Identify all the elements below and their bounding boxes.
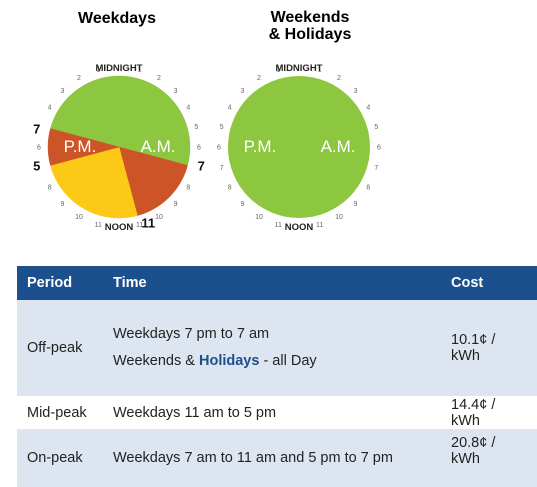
- clock-hour-label: 1: [276, 67, 280, 74]
- cell-time: Weekdays 7 pm to 7 am Weekends & Holiday…: [103, 300, 441, 396]
- clock-hour-label: 6: [197, 145, 201, 152]
- weekdays-title: Weekdays: [78, 10, 156, 27]
- midnight-label: MIDNIGHT: [96, 63, 143, 74]
- clock-hour-label: 4: [186, 105, 190, 112]
- clock-hour-label: 9: [354, 201, 358, 208]
- clock-hour-label: 3: [174, 88, 178, 95]
- clock-hour-label: 10: [75, 214, 83, 221]
- table-row: On-peak Weekdays 7 am to 11 am and 5 pm …: [17, 429, 537, 487]
- clock-hour-label: 9: [174, 201, 178, 208]
- clock-hour-label: 9: [60, 201, 64, 208]
- clock-hour-big-label: 7: [198, 158, 205, 173]
- clock-hour-label: 8: [228, 185, 232, 192]
- clock-hour-label: 1: [138, 67, 142, 74]
- clock-hour-label: 3: [354, 88, 358, 95]
- clock-hour-label: 1: [96, 67, 100, 74]
- clock-hour-label: 1: [318, 67, 322, 74]
- clock-hour-label: 7: [220, 165, 224, 172]
- clock-hour-big-label: 11: [141, 216, 155, 231]
- midnight-label: MIDNIGHT: [276, 63, 323, 74]
- table-header-row: Period Time Cost: [17, 266, 537, 300]
- am-label: A.M.: [141, 137, 176, 156]
- clock-hour-label: 2: [77, 75, 81, 82]
- clock-hour-label: 8: [48, 185, 52, 192]
- am-label: A.M.: [321, 137, 356, 156]
- cell-cost: 14.4¢ / kWh: [441, 396, 537, 429]
- pie-slice-mid-peak: [118, 146, 188, 216]
- weekends-title-line1: Weekends: [271, 9, 350, 26]
- cell-period: On-peak: [17, 429, 103, 487]
- clock-hour-label: 6: [377, 145, 381, 152]
- header-time: Time: [103, 266, 441, 300]
- cell-time: Weekdays 7 am to 11 am and 5 pm to 7 pm: [103, 429, 441, 487]
- clock-hour-label: 6: [37, 145, 41, 152]
- time-line: Weekdays 7 pm to 7 am: [113, 326, 270, 342]
- clock-hour-label: 8: [366, 185, 370, 192]
- pie-slice-mid-peak: [47, 128, 120, 166]
- clock-hour-label: 11: [316, 222, 323, 229]
- header-period: Period: [17, 266, 103, 300]
- pie-slice-on-peak: [50, 146, 138, 219]
- cell-period: Mid-peak: [17, 396, 103, 429]
- clock-charts: Weekdays Weekends & Holidays 11223344566…: [33, 9, 381, 233]
- noon-label: NOON: [285, 222, 314, 233]
- time-text: Weekends &: [113, 353, 199, 369]
- weekends-title-line2: & Holidays: [269, 26, 352, 43]
- clock-hour-label: 4: [366, 105, 370, 112]
- pie-slice-off-peak: [228, 76, 370, 218]
- clock-hour-label: 10: [155, 214, 163, 221]
- holidays-link[interactable]: Holidays: [198, 353, 260, 369]
- cell-cost: 10.1¢ / kWh: [441, 300, 537, 396]
- weekends-clock: 11223344556677889910101111MIDNIGHTNOONP.…: [217, 63, 381, 233]
- time-text: - all Day: [259, 353, 317, 369]
- clock-hour-label: 5: [194, 124, 198, 131]
- header-cost: Cost: [441, 266, 537, 300]
- rate-table: Period Time Cost Off-peak Weekdays 7 pm …: [17, 266, 537, 487]
- clock-hour-label: 2: [257, 75, 261, 82]
- pie-slice-off-peak: [50, 75, 191, 166]
- clock-hour-label: 10: [335, 214, 343, 221]
- clock-hour-label: 6: [217, 145, 221, 152]
- clock-hour-label: 2: [157, 75, 161, 82]
- clock-hour-label: 11: [136, 222, 143, 229]
- cell-time: Weekdays 11 am to 5 pm: [103, 396, 441, 429]
- clock-hour-label: 4: [48, 105, 52, 112]
- clock-hour-label: 4: [228, 105, 232, 112]
- table-row: Mid-peak Weekdays 11 am to 5 pm 14.4¢ / …: [17, 396, 537, 429]
- clock-hour-label: 3: [240, 88, 244, 95]
- clock-hour-label: 8: [186, 185, 190, 192]
- noon-label: NOON: [105, 222, 134, 233]
- pm-label: P.M.: [244, 137, 277, 156]
- pm-label: P.M.: [64, 137, 97, 156]
- clock-hour-label: 7: [374, 165, 378, 172]
- clock-hour-label: 5: [374, 124, 378, 131]
- time-line: Weekends & Holidays - all Day: [113, 348, 431, 375]
- cell-cost: 20.8¢ / kWh: [441, 429, 537, 487]
- clock-hour-big-label: 7: [33, 122, 40, 137]
- cell-period: Off-peak: [17, 300, 103, 396]
- clock-hour-big-label: 5: [33, 158, 40, 173]
- clock-hour-label: 3: [60, 88, 64, 95]
- clock-hour-label: 9: [240, 201, 244, 208]
- clock-hour-label: 10: [255, 214, 263, 221]
- clock-hour-label: 11: [95, 222, 102, 229]
- clock-hour-label: 2: [337, 75, 341, 82]
- clock-hour-label: 5: [220, 124, 224, 131]
- table-row: Off-peak Weekdays 7 pm to 7 am Weekends …: [17, 300, 537, 396]
- clock-hour-label: 11: [275, 222, 282, 229]
